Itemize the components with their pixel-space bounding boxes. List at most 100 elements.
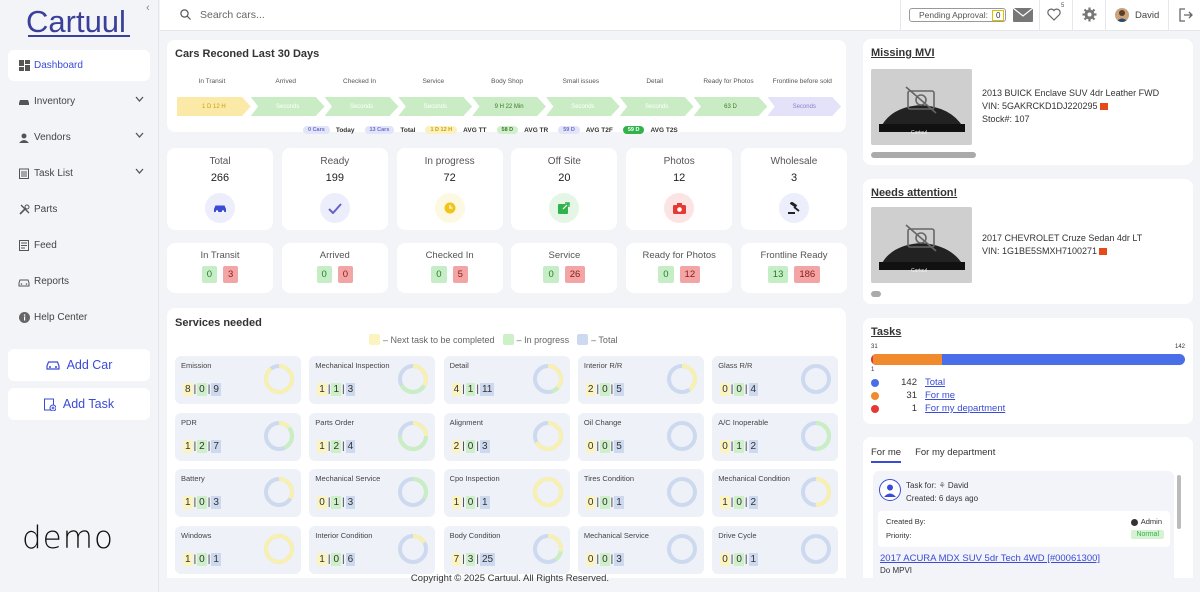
- logout-icon[interactable]: [1179, 8, 1193, 22]
- count-green[interactable]: 13: [767, 266, 789, 283]
- service-tile[interactable]: Cpo Inspection 1 | 0 | 1: [443, 469, 570, 517]
- carfax-icon[interactable]: [1099, 248, 1108, 256]
- chevron-down-icon[interactable]: [135, 168, 144, 174]
- service-counts: 0 | 0 | 3: [585, 552, 624, 566]
- pipeline-stage[interactable]: 63 D: [693, 97, 768, 116]
- add-task-button[interactable]: Add Task: [8, 388, 150, 420]
- vertical-scrollbar[interactable]: [1177, 475, 1181, 529]
- search-input[interactable]: [200, 6, 500, 24]
- count-red[interactable]: 3: [223, 266, 239, 283]
- count-card-service[interactable]: Service 0 26: [511, 243, 618, 293]
- pipeline-stage[interactable]: Seconds: [250, 97, 325, 116]
- stat-card-wholesale[interactable]: Wholesale 3: [741, 148, 847, 230]
- car-placeholder-image[interactable]: Cartuul: [871, 69, 972, 145]
- count-card-frontline-ready[interactable]: Frontline Ready 13 186: [741, 243, 847, 293]
- add-car-button[interactable]: Add Car: [8, 349, 150, 381]
- tab-for-me[interactable]: For me: [871, 447, 902, 463]
- service-name: Mechanical Inspection: [315, 361, 390, 370]
- pending-approval-badge[interactable]: Pending Approval: 0: [909, 8, 1006, 22]
- carfax-icon[interactable]: [1099, 103, 1108, 111]
- tasks-progress-bar[interactable]: [871, 354, 1185, 365]
- service-tile[interactable]: A/C Inoperable 0 | 1 | 2: [712, 412, 839, 461]
- tasks-legend-item[interactable]: 142 Total: [871, 377, 945, 388]
- service-counts: 0 | 1 | 3: [317, 496, 356, 509]
- count-green[interactable]: 0: [316, 266, 332, 283]
- service-tile[interactable]: Interior Condition 1 | 0 | 6: [309, 525, 436, 574]
- pipeline-stage[interactable]: Seconds: [767, 97, 842, 116]
- service-counts: 1 | 0 | 1: [183, 552, 221, 566]
- missing-mvi-title[interactable]: Missing MVI: [871, 47, 935, 59]
- service-tile[interactable]: Parts Order 1 | 2 | 4: [309, 412, 436, 461]
- stat-card-off-site[interactable]: Off Site 20: [511, 148, 618, 230]
- service-tile[interactable]: Detail 4 | 1 | 11: [443, 356, 570, 404]
- horizontal-scrollbar[interactable]: [871, 152, 976, 158]
- service-name: Mechanical Condition: [718, 474, 790, 483]
- sidebar-item-parts[interactable]: Parts: [8, 194, 150, 225]
- service-tile[interactable]: Mechanical Service 0 | 1 | 3: [309, 469, 436, 517]
- service-tile[interactable]: Windows 1 | 0 | 1: [175, 525, 301, 574]
- task-card[interactable]: Task for: ⚘ David Created: 6 days ago Cr…: [873, 471, 1174, 578]
- service-tile[interactable]: Oil Change 0 | 0 | 5: [577, 412, 704, 461]
- user-menu[interactable]: David: [1115, 8, 1159, 22]
- sidebar-item-inventory[interactable]: Inventory: [8, 86, 150, 117]
- chevron-down-icon[interactable]: [135, 132, 144, 138]
- count-red[interactable]: 26: [564, 266, 586, 283]
- pipeline-stage[interactable]: Seconds: [545, 97, 620, 116]
- count-green[interactable]: 0: [431, 266, 447, 283]
- tasks-legend-item[interactable]: 1 For my department: [871, 403, 1005, 414]
- service-tile[interactable]: Tires Condition 0 | 0 | 1: [577, 469, 704, 517]
- task-car-link[interactable]: 2017 ACURA MDX SUV 5dr Tech 4WD [#000613…: [880, 553, 1101, 564]
- service-tile[interactable]: PDR 1 | 2 | 7: [175, 412, 301, 461]
- count-green[interactable]: 0: [658, 266, 674, 283]
- collapse-sidebar-icon[interactable]: ‹: [146, 2, 150, 14]
- sidebar-item-dashboard[interactable]: Dashboard: [8, 50, 150, 81]
- heart-icon[interactable]: [1047, 8, 1061, 21]
- count-green[interactable]: 0: [543, 266, 559, 283]
- service-tile[interactable]: Battery 1 | 0 | 3: [175, 469, 301, 517]
- pipeline-stage[interactable]: 1 D 12 H: [177, 97, 251, 116]
- tasks-title[interactable]: Tasks: [871, 326, 902, 338]
- sidebar-item-label: Help Center: [34, 312, 88, 323]
- service-tile[interactable]: Drive Cycle 0 | 0 | 1: [712, 525, 839, 574]
- service-tile[interactable]: Emission 8 | 0 | 9: [175, 356, 301, 404]
- count-red[interactable]: 12: [679, 266, 701, 283]
- count-card-ready-for-photos[interactable]: Ready for Photos 0 12: [626, 243, 733, 293]
- count-red[interactable]: 5: [452, 266, 468, 283]
- stat-card-ready[interactable]: Ready 199: [281, 148, 388, 230]
- sidebar-item-vendors[interactable]: Vendors: [8, 122, 150, 153]
- count-green[interactable]: 0: [201, 266, 217, 283]
- gear-icon[interactable]: [1082, 7, 1097, 22]
- service-tile[interactable]: Mechanical Inspection 1 | 1 | 3: [309, 356, 436, 404]
- pipeline-stage[interactable]: Seconds: [398, 97, 473, 116]
- service-tile[interactable]: Mechanical Service 0 | 0 | 3: [577, 525, 704, 574]
- cartuul-logo[interactable]: Cartuul: [26, 4, 132, 39]
- car-stock: Stock#: 107: [982, 114, 1030, 124]
- service-tile[interactable]: Body Condition 7 | 3 | 25: [443, 525, 570, 574]
- stat-card-total[interactable]: Total 266: [167, 148, 273, 230]
- count-red[interactable]: 0: [337, 266, 354, 283]
- needs-attention-title[interactable]: Needs attention!: [871, 187, 958, 199]
- service-tile[interactable]: Interior R/R 2 | 0 | 5: [577, 356, 704, 404]
- pipeline-stage[interactable]: Seconds: [324, 97, 399, 116]
- tab-for-my-department[interactable]: For my department: [915, 447, 996, 458]
- sidebar-item-task-list[interactable]: Task List: [8, 158, 150, 189]
- pipeline-stage[interactable]: 9 H 22 Min: [472, 97, 546, 116]
- count-red[interactable]: 186: [794, 266, 821, 283]
- chevron-down-icon[interactable]: [135, 96, 144, 102]
- horizontal-scrollbar[interactable]: [871, 291, 881, 297]
- car-placeholder-image[interactable]: Cartuul: [871, 207, 972, 283]
- stat-card-in-progress[interactable]: In progress 72: [396, 148, 503, 230]
- mail-icon[interactable]: [1013, 8, 1033, 22]
- service-tile[interactable]: Mechanical Condition 1 | 0 | 2: [712, 469, 839, 517]
- sidebar-item-feed[interactable]: Feed: [8, 230, 150, 261]
- stat-card-photos[interactable]: Photos 12: [626, 148, 733, 230]
- pipeline-stage[interactable]: Seconds: [619, 97, 694, 116]
- service-tile[interactable]: Alignment 2 | 0 | 3: [443, 412, 570, 461]
- sidebar-item-help-center[interactable]: Help Center: [8, 302, 150, 333]
- service-tile[interactable]: Glass R/R 0 | 0 | 4: [712, 356, 839, 404]
- sidebar-item-reports[interactable]: Reports: [8, 266, 150, 297]
- tasks-legend-item[interactable]: 31 For me: [871, 390, 955, 401]
